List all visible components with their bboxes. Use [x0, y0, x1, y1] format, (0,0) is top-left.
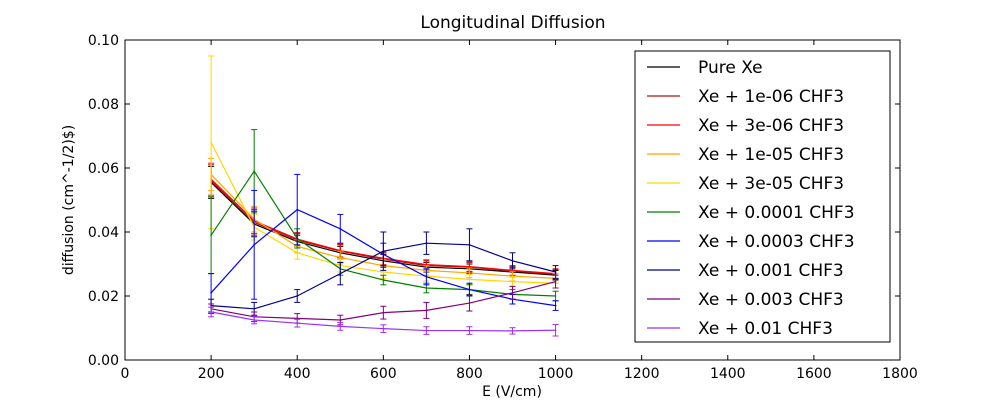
data-point: [468, 329, 471, 332]
x-tick-label: 1000: [538, 366, 574, 382]
data-point: [554, 304, 557, 307]
data-point: [296, 317, 299, 320]
legend-label: Xe + 0.001 CHF3: [698, 261, 844, 281]
y-tick-label: 0.08: [88, 97, 119, 113]
series-9: [208, 306, 559, 337]
legend-box: [634, 50, 891, 343]
legend: Pure Xe Xe + 1e-06 CHF3 Xe + 3e-06 CHF3 Xe …: [634, 50, 891, 343]
data-point: [339, 256, 342, 259]
y-tick-label: 0.04: [88, 225, 119, 241]
legend-label: Xe + 3e-06 CHF3: [698, 116, 844, 136]
x-axis-label: E (V/cm): [482, 384, 542, 400]
data-point: [210, 311, 212, 313]
legend-label: Xe + 0.003 CHF3: [698, 290, 844, 310]
data-point: [253, 170, 255, 172]
x-tick-label: 1800: [882, 366, 918, 382]
legend-label: Xe + 1e-05 CHF3: [698, 145, 844, 165]
x-tick-label: 800: [456, 366, 483, 382]
x-tick-label: 400: [284, 366, 311, 382]
data-point: [296, 208, 299, 211]
data-point: [339, 319, 342, 321]
data-point: [468, 244, 471, 246]
data-point: [511, 330, 514, 332]
y-axis-label: diffusion (cm^-1/2)$): [61, 125, 77, 275]
y-axis: 0.00 0.02 0.04 0.06 0.08 0.10: [88, 33, 900, 369]
data-point: [210, 234, 212, 236]
x-tick-label: 200: [198, 366, 225, 382]
data-point: [554, 329, 557, 332]
data-point: [425, 242, 428, 244]
legend-label: Xe + 0.01 CHF3: [698, 319, 833, 339]
data-point: [511, 269, 514, 272]
y-tick-label: 0.00: [88, 353, 119, 369]
data-point: [425, 309, 428, 312]
data-point: [296, 295, 299, 297]
data-point: [382, 327, 385, 330]
data-point: [511, 260, 514, 262]
x-tick-label: 0: [121, 366, 130, 382]
data-point: [253, 319, 255, 321]
data-point: [425, 329, 428, 332]
legend-label: Xe + 3e-05 CHF3: [698, 174, 844, 194]
data-point: [554, 280, 557, 283]
data-point: [253, 244, 255, 246]
data-point: [296, 322, 299, 325]
x-tick-label: 1600: [796, 366, 832, 382]
data-point: [554, 271, 557, 273]
y-tick-label: 0.02: [88, 289, 119, 305]
x-tick-label: 1200: [624, 366, 660, 382]
legend-label: Xe + 0.0001 CHF3: [698, 203, 855, 223]
y-tick-label: 0.10: [88, 33, 119, 49]
legend-label: Pure Xe: [698, 58, 763, 78]
data-point: [425, 263, 428, 266]
x-tick-label: 600: [370, 366, 397, 382]
x-tick-label: 1400: [710, 366, 746, 382]
data-point: [468, 288, 471, 291]
data-point: [210, 141, 212, 144]
data-point: [511, 292, 514, 294]
data-point: [468, 272, 471, 274]
chart-title: Longitudinal Diffusion: [420, 13, 605, 33]
data-point: [468, 265, 471, 268]
data-point: [382, 279, 385, 281]
data-point: [382, 271, 385, 273]
data-point: [210, 292, 212, 294]
data-point: [296, 252, 299, 254]
data-point: [382, 250, 385, 252]
data-point: [382, 311, 385, 314]
data-point: [425, 287, 428, 289]
data-point: [339, 228, 342, 230]
y-tick-label: 0.06: [88, 161, 119, 177]
legend-label: Xe + 0.0003 CHF3: [698, 232, 855, 252]
data-point: [339, 272, 342, 275]
series-7: [208, 228, 559, 316]
data-point: [468, 278, 471, 281]
legend-label: Xe + 1e-06 CHF3: [698, 87, 844, 107]
data-point: [425, 276, 428, 278]
plot-area: [208, 55, 559, 337]
data-point: [468, 302, 471, 304]
data-point: [339, 325, 342, 328]
x-axis: 0 200 400 600 800 1000 1200 1400 1600 1800: [121, 40, 918, 382]
data-point: [554, 295, 557, 297]
data-point: [511, 280, 514, 283]
data-point: [253, 308, 255, 310]
